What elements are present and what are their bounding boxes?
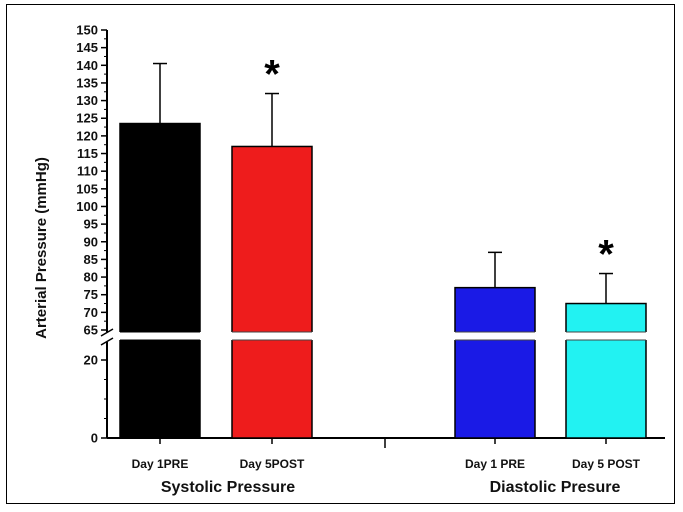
- y-tick-label: 150: [76, 23, 98, 38]
- significance-star: *: [598, 233, 614, 277]
- axis-break-mark: [100, 337, 114, 346]
- y-tick-label: 70: [84, 305, 98, 320]
- x-category-label: Day 1PRE: [132, 457, 189, 471]
- bar-break-gap: [564, 332, 648, 340]
- bar: [454, 286, 536, 439]
- bar-break-gap: [230, 332, 314, 340]
- x-category-label: Day 5POST: [240, 457, 305, 471]
- y-tick-label: 130: [76, 93, 98, 108]
- x-category-label: Day 5 POST: [572, 457, 641, 471]
- x-category-label: Day 1 PRE: [465, 457, 525, 471]
- group-label: Diastolic Presure: [490, 479, 621, 496]
- y-tick-label: 65: [84, 323, 98, 338]
- y-tick-label: 0: [91, 431, 98, 446]
- y-tick-label: 105: [76, 181, 98, 196]
- y-tick-label: 80: [84, 270, 98, 285]
- bar: [119, 122, 201, 439]
- bar-break-gap: [453, 332, 537, 340]
- y-tick-label: 100: [76, 199, 98, 214]
- y-tick-label: 120: [76, 128, 98, 143]
- significance-star: *: [264, 53, 280, 97]
- y-tick-label: 75: [84, 287, 98, 302]
- y-tick-label: 110: [77, 164, 98, 179]
- y-tick-label: 135: [76, 75, 98, 90]
- y-axis-label: Arterial Pressure (mmHg): [33, 157, 50, 339]
- y-tick-label: 85: [84, 252, 98, 267]
- axis-break-mark: [100, 328, 114, 337]
- y-tick-label: 90: [84, 234, 98, 249]
- y-tick-label: 125: [76, 111, 98, 126]
- y-tick-label: 140: [76, 58, 98, 73]
- bar: [565, 302, 647, 439]
- bar: [231, 145, 313, 439]
- chart-frame: [6, 4, 675, 504]
- y-tick-label: 145: [76, 40, 98, 55]
- y-tick-label: 95: [84, 217, 98, 232]
- y-tick-label: 20: [84, 353, 98, 368]
- y-tick-label: 115: [77, 146, 98, 161]
- group-label: Systolic Pressure: [161, 479, 295, 496]
- bar-break-gap: [118, 332, 202, 340]
